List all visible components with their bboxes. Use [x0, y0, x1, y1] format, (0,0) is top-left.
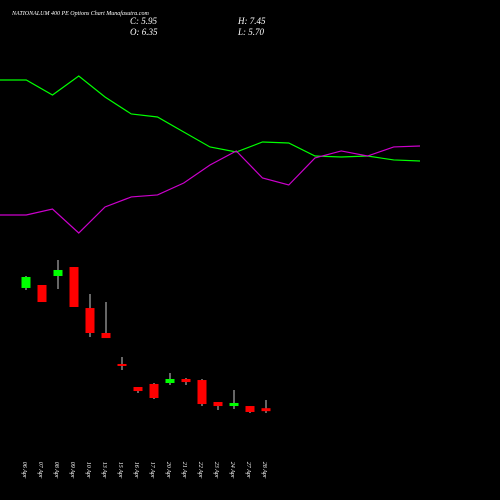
- x-tick-label: 15 Apr: [117, 462, 123, 479]
- x-tick-label: 27 Apr: [245, 462, 251, 479]
- x-tick-label: 10 Apr: [85, 462, 91, 479]
- x-tick-label: 09 Apr: [69, 462, 75, 479]
- candle-body: [181, 378, 191, 383]
- candle-body: [69, 267, 79, 307]
- candle-body: [53, 269, 63, 277]
- x-tick-label: 23 Apr: [213, 462, 219, 479]
- candle-body: [261, 408, 271, 412]
- candle-body: [229, 402, 239, 407]
- x-tick-label: 07 Apr: [37, 462, 43, 479]
- x-tick-label: 28 Apr: [261, 462, 267, 479]
- x-tick-label: 24 Apr: [229, 462, 236, 479]
- x-tick-label: 20 Apr: [165, 462, 171, 479]
- line-series: [0, 75, 421, 162]
- chart-title: NATIONALUM 400 PE Options Chart Munafasu…: [11, 10, 149, 17]
- open-label: O: 6.35: [130, 27, 158, 37]
- close-label: C: 5.95: [130, 16, 158, 26]
- candle-body: [101, 332, 111, 339]
- low-label: L: 5.70: [237, 27, 265, 37]
- x-tick-label: 16 Apr: [133, 462, 139, 479]
- candle-body: [37, 285, 47, 303]
- candle-body: [117, 363, 127, 366]
- x-tick-label: 06 Apr: [21, 462, 27, 479]
- candle-body: [133, 387, 143, 392]
- candle-body: [197, 380, 207, 405]
- candle-body: [165, 378, 175, 384]
- candle-body: [85, 308, 95, 333]
- line-series: [0, 145, 421, 234]
- candle-body: [213, 402, 223, 407]
- x-tick-label: 13 Apr: [101, 462, 107, 479]
- candle-body: [245, 406, 255, 412]
- x-tick-label: 08 Apr: [53, 462, 59, 479]
- high-label: H: 7.45: [237, 16, 266, 26]
- candle-body: [21, 276, 31, 288]
- x-tick-label: 21 Apr: [181, 462, 187, 479]
- candle-body: [149, 383, 159, 399]
- x-tick-label: 22 Apr: [197, 462, 203, 479]
- x-tick-label: 17 Apr: [149, 462, 155, 479]
